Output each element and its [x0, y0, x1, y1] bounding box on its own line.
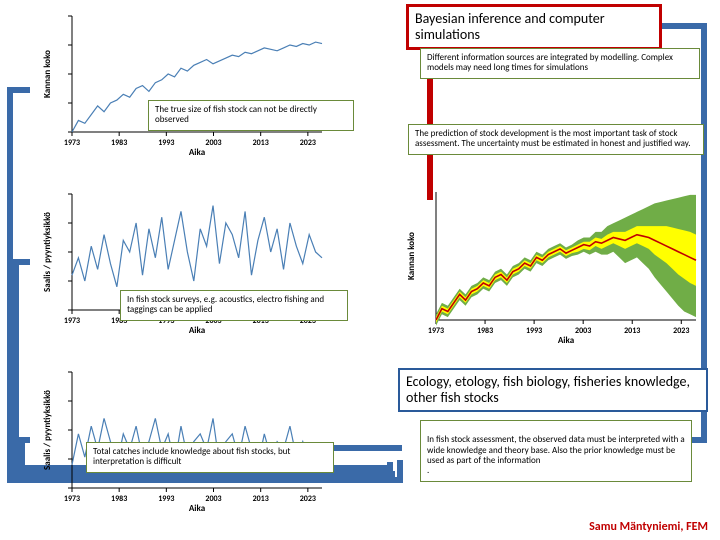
- chart-right-fan: 1973 1983 1993 2003 2013 2023 Aika Kannan koko: [402, 186, 702, 346]
- callout-prediction: The prediction of stock development is t…: [408, 124, 704, 155]
- svg-text:2013: 2013: [624, 326, 640, 336]
- callout-assessment-text: In fish stock assessment, the observed d…: [427, 434, 685, 476]
- callout-ecology-text: Ecology, etology, fish biology, fisherie…: [406, 373, 690, 406]
- svg-text:2003: 2003: [205, 494, 221, 504]
- svg-text:2013: 2013: [253, 138, 269, 148]
- svg-text:1973: 1973: [64, 316, 80, 326]
- svg-text:1993: 1993: [158, 494, 174, 504]
- svg-text:1983: 1983: [111, 138, 127, 148]
- svg-text:1993: 1993: [158, 138, 174, 148]
- svg-text:1983: 1983: [477, 326, 493, 336]
- svg-text:1973: 1973: [428, 326, 444, 336]
- credit-text: Samu Mäntyniemi, FEM: [589, 520, 708, 534]
- svg-text:Saalis / pyyntiyksikkö: Saalis / pyyntiyksikkö: [42, 390, 53, 470]
- svg-text:Saalis / pyyntiyksikkö: Saalis / pyyntiyksikkö: [42, 212, 53, 292]
- svg-text:Aika: Aika: [189, 325, 205, 336]
- svg-text:2023: 2023: [300, 494, 316, 504]
- svg-text:1993: 1993: [526, 326, 542, 336]
- callout-prediction-text: The prediction of stock development is t…: [415, 128, 691, 149]
- svg-text:2023: 2023: [300, 138, 316, 148]
- callout-ecology: Ecology, etology, fish biology, fisherie…: [398, 368, 708, 412]
- svg-text:Aika: Aika: [558, 335, 574, 346]
- callout-total-catches: Total catches include knowledge about fi…: [86, 442, 334, 473]
- callout-different-info-text: Different information sources are integr…: [427, 52, 673, 73]
- callout-true-size: The true size of fish stock can not be d…: [148, 100, 354, 131]
- chart-left-bot: 1973 1983 1993 2003 2013 2023 Aika Saalis / pyy…: [38, 366, 328, 514]
- chart-left-top: 1973 1983 1993 2003 2013 2023 Aika Kannan koko: [38, 10, 328, 158]
- callout-surveys: In fish stock surveys, e.g. acoustics, e…: [120, 290, 348, 321]
- credit: Samu Mäntyniemi, FEM: [589, 520, 708, 534]
- callout-assessment: In fish stock assessment, the observed d…: [420, 420, 692, 482]
- svg-text:2013: 2013: [253, 494, 269, 504]
- svg-text:1973: 1973: [64, 138, 80, 148]
- callout-bayesian-text: Bayesian inference and computer simulati…: [415, 10, 605, 43]
- callout-bayesian: Bayesian inference and computer simulati…: [406, 4, 662, 50]
- svg-text:Aika: Aika: [189, 147, 205, 158]
- svg-text:Kannan koko: Kannan koko: [406, 232, 417, 280]
- callout-true-size-text: The true size of fish stock can not be d…: [155, 104, 317, 125]
- callout-total-catches-text: Total catches include knowledge about fi…: [93, 446, 290, 467]
- svg-text:1983: 1983: [111, 494, 127, 504]
- svg-text:Kannan koko: Kannan koko: [42, 50, 53, 98]
- svg-text:Aika: Aika: [189, 503, 205, 514]
- svg-text:1973: 1973: [64, 494, 80, 504]
- svg-text:2023: 2023: [673, 326, 689, 336]
- svg-text:2003: 2003: [205, 138, 221, 148]
- svg-text:2003: 2003: [575, 326, 591, 336]
- callout-surveys-text: In fish stock surveys, e.g. acoustics, e…: [127, 294, 324, 315]
- callout-different-info: Different information sources are integr…: [420, 48, 700, 79]
